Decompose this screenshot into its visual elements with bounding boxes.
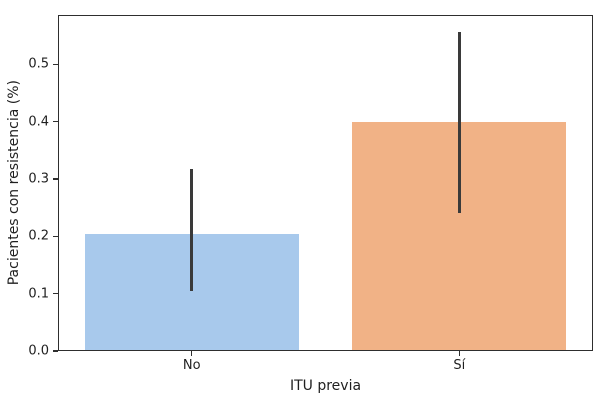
y-tick-mark <box>53 121 58 123</box>
y-tick-mark <box>53 350 58 352</box>
y-tick-label: 0.5 <box>28 56 49 72</box>
y-tick-mark <box>53 63 58 65</box>
y-tick-mark <box>53 178 58 180</box>
error-bar-sí <box>457 32 461 214</box>
y-tick-label: 0.3 <box>28 171 49 187</box>
x-tick-label-sí: Sí <box>453 358 466 373</box>
x-axis-label: ITU previa <box>289 378 362 394</box>
y-tick-label: 0.2 <box>28 228 49 244</box>
y-tick-mark <box>53 235 58 237</box>
y-tick-label: 0.4 <box>28 114 49 130</box>
x-tick-mark <box>458 351 460 356</box>
y-tick-label: 0.1 <box>28 286 49 302</box>
x-tick-mark <box>191 351 193 356</box>
y-tick-label: 0.0 <box>28 343 49 359</box>
y-tick-mark <box>53 293 58 295</box>
x-tick-label-no: No <box>182 358 201 373</box>
error-bar-no <box>190 168 194 291</box>
